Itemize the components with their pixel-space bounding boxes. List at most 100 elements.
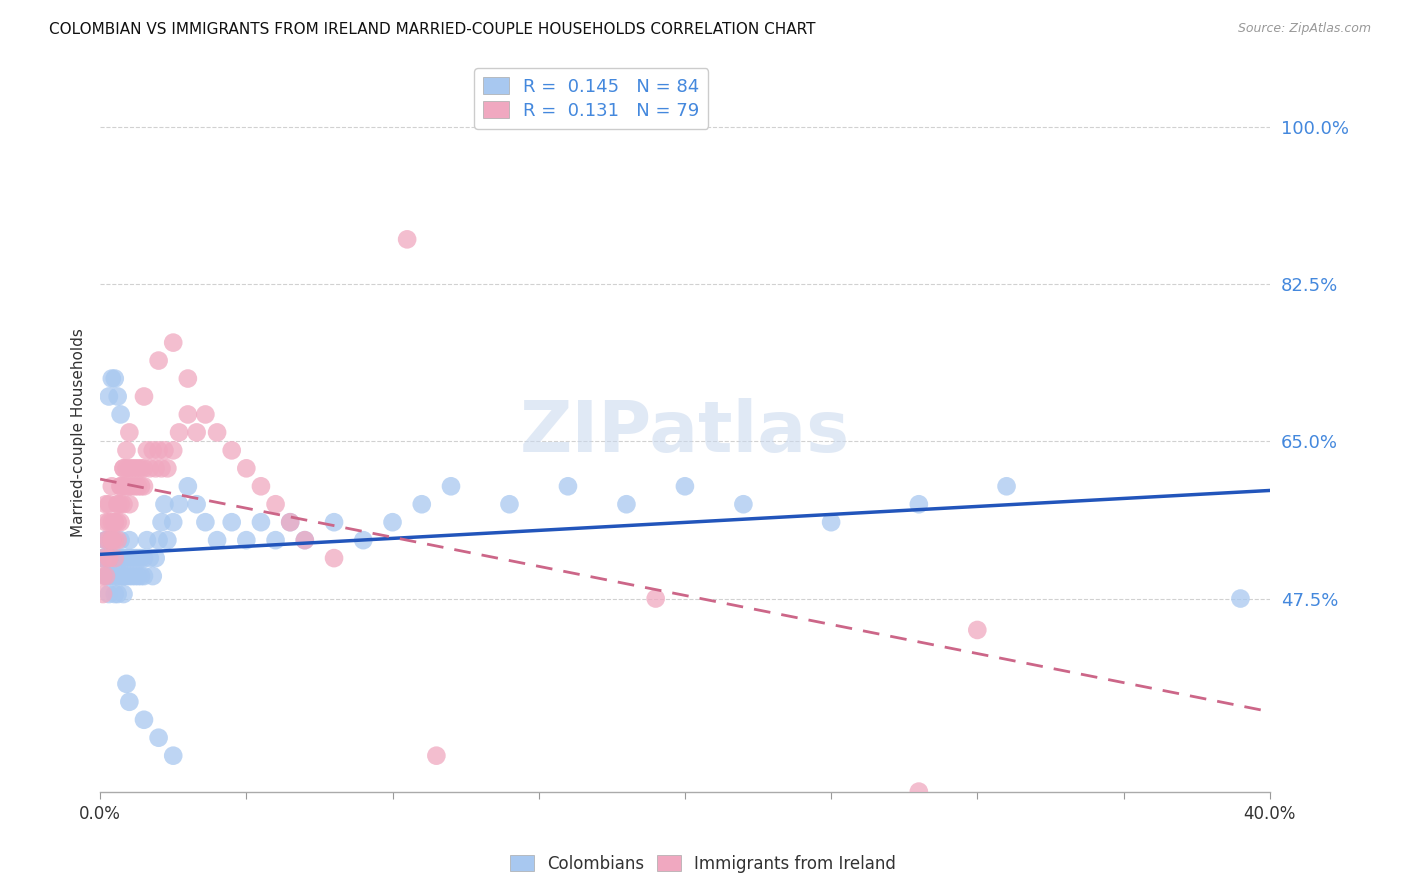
Point bbox=[91, 569, 114, 583]
Point bbox=[250, 515, 273, 529]
Point bbox=[97, 515, 120, 529]
Point bbox=[167, 425, 190, 440]
Point bbox=[97, 497, 120, 511]
Point bbox=[177, 371, 200, 385]
Point bbox=[91, 587, 114, 601]
Point bbox=[616, 497, 638, 511]
Point bbox=[118, 425, 141, 440]
Point bbox=[115, 677, 138, 691]
Point bbox=[156, 533, 179, 548]
Point bbox=[118, 479, 141, 493]
Point bbox=[118, 533, 141, 548]
Point bbox=[94, 533, 117, 548]
Point bbox=[177, 479, 200, 493]
Point bbox=[396, 232, 419, 246]
Point bbox=[104, 587, 127, 601]
Point bbox=[132, 551, 155, 566]
Point bbox=[101, 533, 124, 548]
Point bbox=[94, 515, 117, 529]
Point bbox=[107, 497, 129, 511]
Point bbox=[115, 461, 138, 475]
Point bbox=[162, 748, 184, 763]
Point bbox=[121, 479, 143, 493]
Point bbox=[440, 479, 463, 493]
Point bbox=[107, 533, 129, 548]
Point bbox=[162, 443, 184, 458]
Point bbox=[323, 515, 346, 529]
Point bbox=[112, 587, 135, 601]
Point bbox=[97, 389, 120, 403]
Point bbox=[124, 551, 146, 566]
Point bbox=[221, 515, 243, 529]
Point bbox=[145, 461, 167, 475]
Point bbox=[294, 533, 316, 548]
Point bbox=[127, 569, 149, 583]
Point bbox=[142, 443, 165, 458]
Point bbox=[908, 784, 931, 798]
Point bbox=[995, 479, 1018, 493]
Point bbox=[411, 497, 433, 511]
Point bbox=[101, 569, 124, 583]
Point bbox=[132, 389, 155, 403]
Point bbox=[129, 479, 152, 493]
Point bbox=[107, 515, 129, 529]
Point bbox=[97, 551, 120, 566]
Point bbox=[101, 479, 124, 493]
Point bbox=[118, 551, 141, 566]
Point bbox=[127, 479, 149, 493]
Point bbox=[673, 479, 696, 493]
Point bbox=[129, 569, 152, 583]
Point bbox=[148, 353, 170, 368]
Point bbox=[381, 515, 404, 529]
Point bbox=[121, 569, 143, 583]
Point bbox=[110, 569, 132, 583]
Point bbox=[110, 515, 132, 529]
Point bbox=[162, 335, 184, 350]
Point bbox=[153, 497, 176, 511]
Point bbox=[153, 443, 176, 458]
Point bbox=[135, 533, 157, 548]
Point bbox=[425, 748, 447, 763]
Point bbox=[150, 461, 173, 475]
Point bbox=[110, 479, 132, 493]
Point bbox=[194, 408, 217, 422]
Point bbox=[107, 587, 129, 601]
Point bbox=[112, 569, 135, 583]
Point bbox=[132, 461, 155, 475]
Point bbox=[91, 551, 114, 566]
Point bbox=[115, 569, 138, 583]
Point bbox=[132, 569, 155, 583]
Point bbox=[94, 497, 117, 511]
Point bbox=[101, 533, 124, 548]
Point bbox=[94, 533, 117, 548]
Text: ZIPatlas: ZIPatlas bbox=[520, 398, 851, 467]
Point bbox=[110, 408, 132, 422]
Point bbox=[112, 551, 135, 566]
Point bbox=[150, 515, 173, 529]
Point bbox=[148, 731, 170, 745]
Legend: Colombians, Immigrants from Ireland: Colombians, Immigrants from Ireland bbox=[503, 848, 903, 880]
Point bbox=[118, 461, 141, 475]
Point bbox=[139, 551, 162, 566]
Point bbox=[124, 569, 146, 583]
Point bbox=[112, 569, 135, 583]
Point bbox=[110, 497, 132, 511]
Point bbox=[107, 569, 129, 583]
Point bbox=[278, 515, 301, 529]
Point bbox=[966, 623, 988, 637]
Point bbox=[148, 443, 170, 458]
Point bbox=[97, 551, 120, 566]
Point bbox=[644, 591, 666, 606]
Point bbox=[107, 551, 129, 566]
Point bbox=[91, 551, 114, 566]
Point bbox=[733, 497, 755, 511]
Point bbox=[323, 551, 346, 566]
Point bbox=[94, 533, 117, 548]
Point bbox=[205, 533, 228, 548]
Point bbox=[194, 515, 217, 529]
Point bbox=[101, 533, 124, 548]
Y-axis label: Married-couple Households: Married-couple Households bbox=[72, 328, 86, 537]
Point bbox=[820, 515, 842, 529]
Point bbox=[104, 569, 127, 583]
Point bbox=[264, 497, 287, 511]
